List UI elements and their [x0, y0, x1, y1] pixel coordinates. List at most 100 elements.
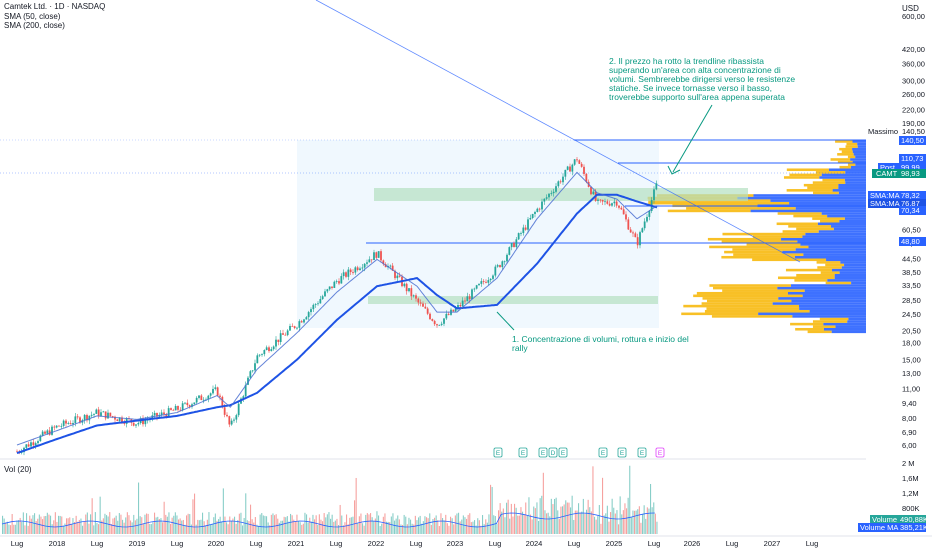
- price-axis[interactable]: [866, 0, 932, 536]
- volume-bar: [82, 525, 84, 534]
- time-tick-label: Lug: [250, 539, 263, 548]
- price-tick-label: 9,40: [902, 399, 917, 408]
- volume-profile-up: [796, 273, 835, 277]
- volume-bar: [30, 518, 32, 534]
- volume-bar: [530, 514, 532, 534]
- volume-profile-up: [820, 219, 840, 223]
- volume-bar: [573, 519, 575, 534]
- candle-body: [34, 443, 37, 446]
- indicator-sma200-label[interactable]: SMA (200, close): [4, 21, 65, 30]
- candle-body: [102, 411, 105, 413]
- volume-profile-down: [795, 207, 866, 210]
- volume-bar: [283, 516, 285, 534]
- earnings-marker[interactable]: [548, 447, 558, 458]
- volume-bar: [443, 520, 445, 534]
- volume-bar: [630, 517, 632, 534]
- volume-bar: [131, 522, 133, 534]
- volume-bar: [275, 514, 277, 534]
- price-tick-label: 33,50: [902, 281, 921, 290]
- price-tick-label: 20,50: [902, 327, 921, 336]
- volume-bar: [166, 516, 168, 534]
- volume-profile-down: [838, 183, 866, 187]
- volume-bar: [565, 500, 567, 534]
- volume-bar: [590, 511, 592, 534]
- volume-bar: [99, 496, 101, 534]
- volume-bar: [646, 507, 648, 534]
- time-tick-label: Lug: [91, 539, 104, 548]
- volume-bar: [230, 521, 232, 534]
- volume-bar: [485, 519, 487, 534]
- volume-bar: [491, 486, 493, 534]
- volume-profile-down: [847, 320, 866, 323]
- candle-body: [88, 415, 91, 421]
- candle-body: [100, 412, 102, 416]
- candle-body: [445, 313, 448, 319]
- candle-body: [305, 317, 308, 320]
- volume-bar: [146, 513, 148, 534]
- time-tick-label: 2025: [606, 539, 623, 548]
- volume-indicator-label[interactable]: Vol (20): [4, 465, 32, 474]
- volume-profile-down: [855, 163, 866, 166]
- volume-bar: [459, 521, 461, 534]
- candle-body: [513, 242, 515, 248]
- volume-bar: [331, 514, 333, 534]
- volume-bar: [66, 518, 68, 534]
- volume-profile-down: [795, 248, 866, 251]
- volume-bar: [285, 517, 287, 534]
- volume-zone-upper: [374, 188, 748, 201]
- candle-body: [566, 166, 569, 170]
- earnings-marker[interactable]: [538, 447, 548, 458]
- volume-bar: [648, 508, 650, 534]
- volume-bar: [451, 518, 453, 534]
- candle-body: [331, 286, 333, 288]
- volume-profile-down: [841, 266, 866, 269]
- volume-bar: [333, 521, 335, 534]
- volume-bar: [656, 521, 658, 534]
- volume-bar: [547, 512, 549, 534]
- candle-body: [263, 350, 266, 355]
- earnings-marker[interactable]: [617, 447, 627, 458]
- volume-bar: [362, 523, 364, 534]
- volume-bar: [14, 524, 16, 534]
- volume-bar: [138, 482, 140, 534]
- massimo-label: Massimo: [868, 127, 898, 136]
- earnings-marker[interactable]: [493, 447, 503, 458]
- earnings-marker[interactable]: [655, 447, 665, 458]
- volume-profile-down: [794, 255, 866, 259]
- volume-bar: [395, 518, 397, 534]
- volume-profile-up: [795, 327, 824, 331]
- indicator-sma50-label[interactable]: SMA (50, close): [4, 12, 61, 21]
- volume-bar: [483, 524, 485, 534]
- volume-bar: [35, 521, 37, 534]
- volume-bar: [341, 515, 343, 534]
- level-48-tag: [899, 237, 926, 246]
- volume-profile-down: [857, 145, 866, 148]
- earnings-marker[interactable]: [637, 447, 647, 458]
- volume-bar: [192, 499, 194, 534]
- candle-body: [601, 199, 604, 202]
- volume-bar: [141, 517, 143, 534]
- volume-bar: [386, 521, 388, 534]
- volume-bar: [58, 515, 60, 534]
- candle-body: [464, 300, 466, 302]
- volume-profile-down: [750, 209, 866, 213]
- volume-profile-up: [733, 253, 804, 256]
- candle-body: [629, 229, 632, 233]
- candle-body: [503, 261, 506, 263]
- earnings-marker[interactable]: [598, 447, 608, 458]
- candle-body: [517, 233, 520, 240]
- volume-bar: [363, 525, 365, 534]
- earnings-marker[interactable]: [518, 447, 528, 458]
- earnings-marker[interactable]: [558, 447, 568, 458]
- volume-profile-up: [702, 297, 779, 300]
- volume-bar: [490, 484, 492, 534]
- candle-body: [548, 193, 550, 198]
- volume-bar: [115, 515, 117, 534]
- volume-bar: [91, 498, 93, 534]
- volume-bar: [117, 520, 119, 534]
- volume-profile-down: [832, 268, 866, 272]
- volume-bar: [496, 523, 498, 534]
- candle-body: [261, 354, 263, 355]
